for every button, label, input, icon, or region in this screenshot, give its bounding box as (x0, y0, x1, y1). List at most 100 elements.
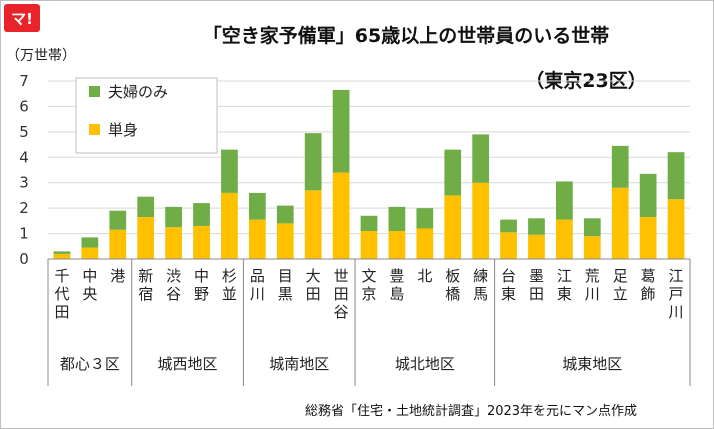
category-label-4: 渋谷 (166, 267, 181, 303)
bar-couple-17 (528, 218, 545, 235)
bars (53, 89, 685, 259)
category-label-20: 足立 (613, 267, 628, 303)
bar-couple-13 (416, 208, 434, 229)
chart-title: 「空き家予備軍」65歳以上の世帯員のいる世帯 (203, 24, 609, 47)
bar-couple-15 (472, 134, 490, 183)
bar-single-4 (165, 227, 182, 259)
group-label-0: 都心３区 (60, 355, 120, 373)
bar-single-7 (248, 219, 266, 259)
category-label-9: 大田 (306, 267, 321, 303)
bar-couple-4 (165, 206, 182, 228)
category-label-13: 北 (417, 267, 432, 285)
bar-single-5 (193, 225, 210, 259)
y-tick-label-2: 2 (19, 199, 29, 217)
bar-couple-2 (109, 210, 127, 230)
category-label-6: 杉並 (222, 267, 237, 303)
bar-single-6 (221, 192, 238, 259)
category-label-17: 墨田 (529, 267, 544, 303)
category-label-22: 江戸川 (669, 267, 684, 321)
bar-single-22 (667, 199, 685, 259)
category-label-3: 新宿 (138, 267, 153, 303)
bar-single-15 (472, 182, 490, 259)
y-tick-label-0: 0 (19, 250, 29, 268)
bar-couple-9 (304, 133, 322, 191)
y-axis-ticks: 0 1 2 3 4 5 6 7 (19, 72, 29, 268)
group-label-4: 城東地区 (562, 355, 622, 373)
category-label-11: 文京 (361, 267, 376, 303)
bar-couple-5 (193, 203, 210, 226)
bar-couple-7 (248, 192, 266, 220)
y-tick-label-1: 1 (19, 225, 29, 243)
bar-couple-16 (500, 219, 517, 233)
group-label-1: 城西地区 (158, 355, 218, 373)
bar-single-11 (360, 231, 378, 259)
bar-single-20 (611, 187, 629, 259)
category-label-10: 世田谷 (334, 267, 349, 321)
category-label-2: 港 (110, 267, 125, 285)
bar-single-10 (332, 172, 350, 259)
bar-single-19 (583, 236, 601, 259)
bar-couple-3 (137, 196, 155, 218)
category-label-16: 台東 (501, 267, 516, 303)
bar-couple-11 (360, 215, 378, 232)
bar-single-2 (109, 229, 127, 259)
bar-single-0 (53, 253, 71, 259)
category-label-7: 品川 (250, 267, 265, 303)
category-label-18: 江東 (557, 267, 572, 303)
group-label-3: 城北地区 (395, 355, 455, 373)
bar-couple-20 (611, 145, 629, 188)
y-tick-label-3: 3 (19, 174, 29, 192)
bar-single-1 (81, 247, 99, 259)
category-label-0: 千代田 (54, 267, 69, 321)
bar-single-8 (276, 223, 294, 259)
group-labels: 都心３区 城西地区 城南地区 城北地区 城東地区 (60, 355, 622, 373)
category-label-15: 練馬 (473, 267, 488, 303)
legend-label-couple: 夫婦のみ (108, 83, 168, 101)
axes (47, 258, 691, 386)
bar-single-16 (500, 232, 517, 259)
bar-couple-1 (81, 237, 99, 248)
bar-single-14 (444, 195, 462, 259)
bar-couple-0 (53, 251, 71, 254)
category-label-5: 中野 (194, 267, 209, 303)
y-tick-label-5: 5 (19, 123, 29, 141)
bar-single-17 (528, 234, 545, 259)
bar-single-13 (416, 228, 434, 259)
bar-couple-14 (444, 149, 462, 196)
y-tick-label-7: 7 (19, 72, 29, 90)
legend-label-single: 単身 (108, 121, 138, 139)
logo-text: マ! (11, 10, 33, 28)
group-label-2: 城南地区 (269, 355, 329, 373)
source-note: 総務省「住宅・土地統計調査」2023年を元にマン点作成 (305, 403, 637, 419)
category-label-8: 目黒 (278, 267, 293, 303)
bar-couple-19 (583, 218, 601, 237)
legend-swatch-couple (89, 86, 100, 97)
category-label-14: 板橋 (445, 267, 460, 303)
bar-single-3 (137, 217, 155, 259)
logo: マ! (4, 4, 40, 32)
logo-badge (4, 4, 40, 32)
bar-single-9 (304, 190, 322, 259)
y-axis-unit: （万世帯） (6, 48, 76, 64)
bar-couple-18 (556, 181, 573, 220)
bar-couple-8 (276, 205, 294, 224)
bar-couple-21 (639, 173, 657, 218)
category-label-12: 豊島 (389, 267, 404, 303)
bar-single-21 (639, 217, 657, 259)
y-tick-label-6: 6 (19, 97, 29, 115)
category-label-1: 中央 (82, 267, 97, 303)
bar-couple-12 (388, 206, 406, 232)
bar-single-18 (556, 219, 573, 259)
category-label-21: 葛飾 (641, 267, 656, 303)
y-tick-label-4: 4 (19, 148, 29, 166)
category-label-19: 荒川 (585, 267, 600, 303)
bar-couple-22 (667, 152, 685, 200)
legend: 夫婦のみ 単身 (75, 77, 218, 154)
bar-couple-6 (221, 149, 238, 193)
bar-single-12 (388, 231, 406, 259)
bar-couple-10 (332, 89, 350, 173)
legend-swatch-single (89, 124, 100, 135)
